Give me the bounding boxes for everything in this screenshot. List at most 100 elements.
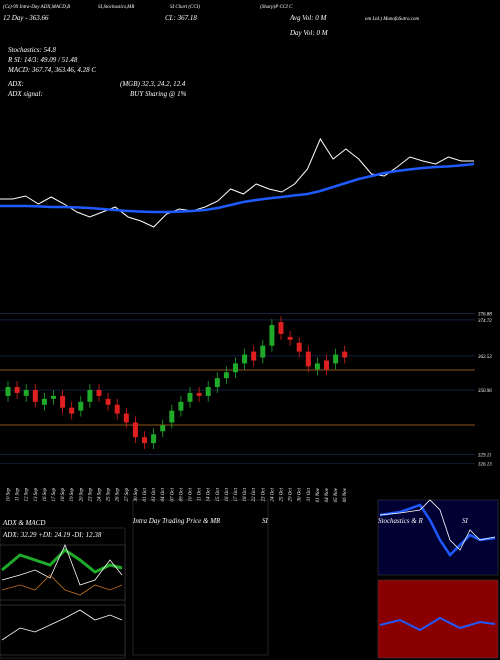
candle-body [278, 322, 284, 334]
panel-title: SI [462, 517, 469, 525]
candle-body [214, 378, 220, 388]
candle-body [178, 401, 184, 411]
x-tick-label: 11 Oct [198, 487, 203, 501]
candle-body [242, 354, 248, 364]
rsi-line [379, 616, 496, 632]
hdr: Stochastics: 54.8 [8, 46, 56, 54]
y-tick-label: 326.13 [478, 462, 492, 467]
candle-body [169, 410, 175, 423]
hdr: ADX signal: [7, 90, 43, 98]
candle-body [187, 392, 193, 402]
candle-body [51, 395, 56, 399]
hdr: Avg Vol: 0 M [289, 14, 328, 22]
x-tick-label: 17 Sep [52, 488, 57, 502]
x-tick-label: 30 Oct [298, 487, 303, 501]
hdr: 12 Day - 363.66 [3, 14, 49, 22]
x-tick-label: 22 Oct [252, 487, 257, 501]
candle-body [342, 351, 348, 358]
candle-body [78, 401, 84, 411]
x-tick-label: 23 Sep [88, 488, 93, 502]
hdr: Day Vol: 0 M [289, 29, 329, 37]
x-tick-label: 04 Nov [325, 487, 330, 502]
x-tick-label: 10 Oct [189, 487, 194, 501]
x-tick-label: 14 Oct [207, 487, 212, 501]
hdr: SI Chart (CCI) [170, 5, 200, 10]
hdr: (Cz)-99 Intra-Day ADX,MACD,B [3, 5, 70, 10]
x-tick-label: 27 Sep [125, 488, 130, 502]
hdr: (MGB) 32.3, 24.2, 12.4 [120, 80, 186, 88]
x-tick-label: 17 Oct [234, 487, 239, 501]
x-tick-label: 07 Oct [170, 487, 175, 501]
candle-body [205, 387, 211, 396]
x-tick-label: 09 Oct [179, 487, 184, 501]
x-tick-label: 24 Sep [98, 488, 103, 502]
candle-body [333, 354, 339, 364]
hdr: MACD: 367.74, 363.46, 4.28 C [7, 66, 96, 74]
hdr: ADX: [7, 80, 24, 88]
candle-body [314, 363, 320, 370]
hdr: CL: 367.18 [165, 14, 197, 22]
candle-body [324, 360, 329, 370]
panel-title: Intra Day Trading Price & MR [132, 517, 221, 525]
x-tick-label: 12 Sep [25, 488, 30, 502]
x-tick-label: 30 Sep [134, 488, 139, 502]
candle-body [114, 404, 120, 414]
di-line [1, 574, 123, 596]
hdr: BUY Sharing @ 1% [130, 90, 187, 98]
hdr: om Ltd.) MunafaSutra.com [365, 17, 420, 22]
x-tick-label: 06 Nov [343, 487, 348, 502]
x-tick-label: 01 Nov [316, 487, 321, 502]
candle-body [196, 392, 202, 396]
candle-body [60, 395, 66, 408]
x-tick-label: 20 Sep [79, 488, 84, 502]
hdr: (Sharp)P CCI C [260, 5, 293, 10]
y-tick-label: 374.72 [478, 319, 492, 324]
x-tick-label: 25 Sep [107, 488, 112, 502]
stoch-line [379, 499, 496, 551]
hdr: SI,Stochastics,MR [98, 5, 134, 10]
x-tick-label: 11 Sep [16, 488, 21, 502]
macd-line [1, 609, 123, 641]
x-tick-label: 16 Oct [225, 487, 230, 501]
candle-body [223, 372, 229, 379]
panel-title: ADX & MACD [2, 519, 45, 527]
candle-body [132, 422, 138, 438]
x-tick-label: 04 Oct [161, 487, 166, 501]
x-tick-label: 15 Oct [216, 487, 221, 501]
x-tick-label: 19 Sep [70, 488, 75, 502]
candle-body [87, 389, 93, 402]
candle-body [14, 387, 20, 393]
y-tick-label: 329.11 [478, 454, 491, 459]
x-tick-label: 10 Sep [7, 488, 12, 502]
panel [132, 499, 269, 656]
price-line [0, 162, 475, 214]
x-tick-label: 13 Sep [34, 488, 39, 502]
x-tick-label: 18 Sep [61, 488, 66, 502]
candle-body [123, 413, 129, 423]
candle-body [41, 398, 47, 405]
candle-body [233, 363, 238, 373]
x-tick-label: 25 Oct [280, 487, 285, 501]
x-tick-label: 18 Oct [243, 487, 248, 501]
x-tick-label: 26 Sep [116, 488, 121, 502]
x-tick-label: 16 Sep [43, 488, 48, 502]
candle-body [69, 407, 75, 414]
stoch-line [379, 503, 496, 557]
candle-body [32, 389, 38, 402]
y-tick-label: 350.96 [478, 389, 492, 394]
candle-body [142, 437, 147, 444]
x-tick-label: 05 Nov [334, 487, 339, 502]
x-tick-label: 24 Oct [270, 487, 275, 501]
panel [0, 604, 126, 656]
hdr: R SI: 14/3: 49.09 / 51.48 [7, 56, 78, 64]
candle-body [260, 345, 266, 358]
y-tick-label: 376.88 [478, 313, 492, 318]
candle-body [269, 325, 275, 346]
candle-body [296, 342, 302, 352]
candle-body [151, 434, 157, 444]
candle-body [96, 389, 102, 396]
x-tick-label: 03 Oct [152, 487, 157, 501]
candle-body [160, 425, 166, 432]
candle-body [5, 387, 11, 396]
